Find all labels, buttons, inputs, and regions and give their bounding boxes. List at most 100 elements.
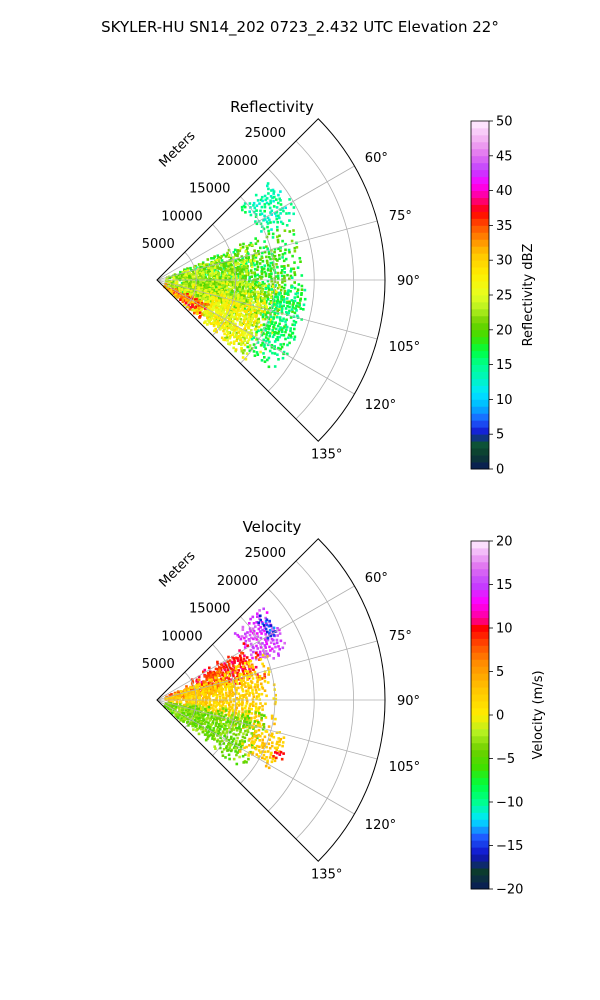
velocity-colorbar-segment bbox=[471, 652, 489, 660]
reflectivity-gate bbox=[225, 324, 229, 328]
reflectivity-gate bbox=[237, 316, 241, 320]
velocity-colorbar-segment bbox=[471, 547, 489, 556]
velocity-gate bbox=[235, 706, 239, 710]
velocity-gate bbox=[245, 702, 249, 705]
velocity-gate bbox=[227, 655, 230, 659]
reflectivity-gate bbox=[234, 271, 238, 275]
reflectivity-gate bbox=[231, 286, 235, 289]
velocity-gate bbox=[256, 719, 259, 722]
reflectivity-gate bbox=[298, 302, 301, 305]
velocity-azimuth-tick-label: 105° bbox=[389, 760, 420, 775]
velocity-gate bbox=[208, 666, 211, 670]
reflectivity-gate bbox=[226, 322, 230, 326]
reflectivity-gate bbox=[293, 271, 296, 274]
reflectivity-gate bbox=[267, 327, 271, 331]
reflectivity-gate bbox=[257, 292, 260, 295]
reflectivity-gate bbox=[225, 301, 229, 304]
velocity-gate bbox=[198, 720, 201, 723]
reflectivity-gate bbox=[245, 254, 248, 257]
velocity-gate bbox=[252, 650, 255, 654]
reflectivity-gate bbox=[193, 311, 196, 315]
reflectivity-gate bbox=[235, 333, 238, 337]
velocity-gate bbox=[218, 670, 222, 673]
velocity-gate bbox=[201, 716, 205, 720]
velocity-gate bbox=[254, 702, 258, 706]
reflectivity-gate bbox=[248, 299, 252, 303]
velocity-gate bbox=[236, 718, 239, 721]
velocity-gate bbox=[252, 692, 255, 696]
reflectivity-gate bbox=[234, 348, 238, 351]
reflectivity-gate bbox=[267, 290, 270, 294]
reflectivity-gate bbox=[220, 255, 223, 258]
reflectivity-gate bbox=[234, 260, 238, 264]
reflectivity-gate bbox=[264, 272, 268, 275]
velocity-gate bbox=[257, 714, 261, 718]
velocity-gate bbox=[231, 691, 235, 695]
velocity-gate bbox=[278, 750, 281, 753]
reflectivity-gate bbox=[261, 305, 265, 309]
reflectivity-gate bbox=[255, 254, 258, 257]
velocity-gate bbox=[196, 687, 200, 690]
reflectivity-azimuth-tick-label: 75° bbox=[389, 209, 412, 224]
reflectivity-gate bbox=[261, 251, 264, 255]
reflectivity-gate bbox=[244, 305, 247, 308]
velocity-gate bbox=[224, 691, 228, 695]
reflectivity-gate bbox=[209, 292, 213, 295]
reflectivity-gate bbox=[191, 275, 195, 279]
reflectivity-gate bbox=[252, 343, 256, 346]
reflectivity-gate bbox=[235, 272, 239, 276]
reflectivity-gate bbox=[293, 246, 297, 250]
velocity-gate bbox=[165, 697, 169, 701]
velocity-gate bbox=[260, 677, 264, 680]
reflectivity-gate bbox=[252, 279, 255, 282]
reflectivity-colorbar-segment bbox=[471, 141, 489, 150]
reflectivity-gate bbox=[278, 254, 281, 257]
velocity-gate bbox=[200, 691, 204, 695]
velocity-colorbar-tick-label: 15 bbox=[496, 578, 513, 593]
reflectivity-gate bbox=[203, 267, 206, 271]
reflectivity-gate bbox=[282, 350, 286, 354]
reflectivity-gate bbox=[219, 282, 223, 285]
velocity-colorbar-segment bbox=[471, 756, 489, 765]
reflectivity-gate bbox=[228, 310, 232, 314]
velocity-gate bbox=[219, 746, 222, 750]
velocity-gate bbox=[222, 665, 225, 668]
reflectivity-gate bbox=[218, 283, 222, 287]
velocity-gate bbox=[235, 753, 238, 757]
velocity-gate bbox=[253, 685, 257, 689]
velocity-gate bbox=[255, 621, 258, 624]
velocity-gate bbox=[169, 710, 173, 713]
velocity-gate bbox=[218, 709, 222, 712]
velocity-gate bbox=[198, 693, 201, 697]
reflectivity-gate bbox=[219, 256, 223, 260]
velocity-gate bbox=[243, 654, 246, 658]
velocity-gate bbox=[220, 704, 224, 708]
velocity-gate bbox=[235, 762, 239, 766]
reflectivity-gate bbox=[231, 273, 234, 277]
velocity-gate bbox=[256, 685, 259, 689]
velocity-gate bbox=[266, 759, 269, 762]
reflectivity-gate bbox=[227, 263, 230, 266]
reflectivity-gate bbox=[205, 297, 209, 300]
reflectivity-gate bbox=[275, 338, 278, 341]
reflectivity-gate bbox=[270, 346, 274, 349]
reflectivity-colorbar-segment bbox=[471, 211, 489, 219]
reflectivity-gate bbox=[248, 293, 251, 296]
velocity-gate bbox=[185, 687, 189, 690]
reflectivity-gate bbox=[268, 273, 271, 276]
reflectivity-gate bbox=[285, 325, 289, 329]
reflectivity-gate bbox=[280, 345, 284, 349]
velocity-azimuth-line bbox=[156, 699, 355, 815]
velocity-colorbar-segment bbox=[471, 589, 489, 598]
reflectivity-gate bbox=[261, 302, 265, 305]
reflectivity-gate bbox=[279, 246, 282, 249]
reflectivity-colorbar-segment bbox=[471, 295, 489, 303]
reflectivity-colorbar-segment bbox=[471, 378, 489, 386]
velocity-colorbar-segment bbox=[471, 742, 489, 751]
reflectivity-gate bbox=[283, 290, 287, 293]
reflectivity-gate bbox=[278, 307, 282, 310]
reflectivity-gate bbox=[244, 211, 247, 214]
reflectivity-gate bbox=[276, 274, 280, 278]
velocity-gate bbox=[239, 679, 243, 682]
reflectivity-gate bbox=[265, 201, 269, 205]
